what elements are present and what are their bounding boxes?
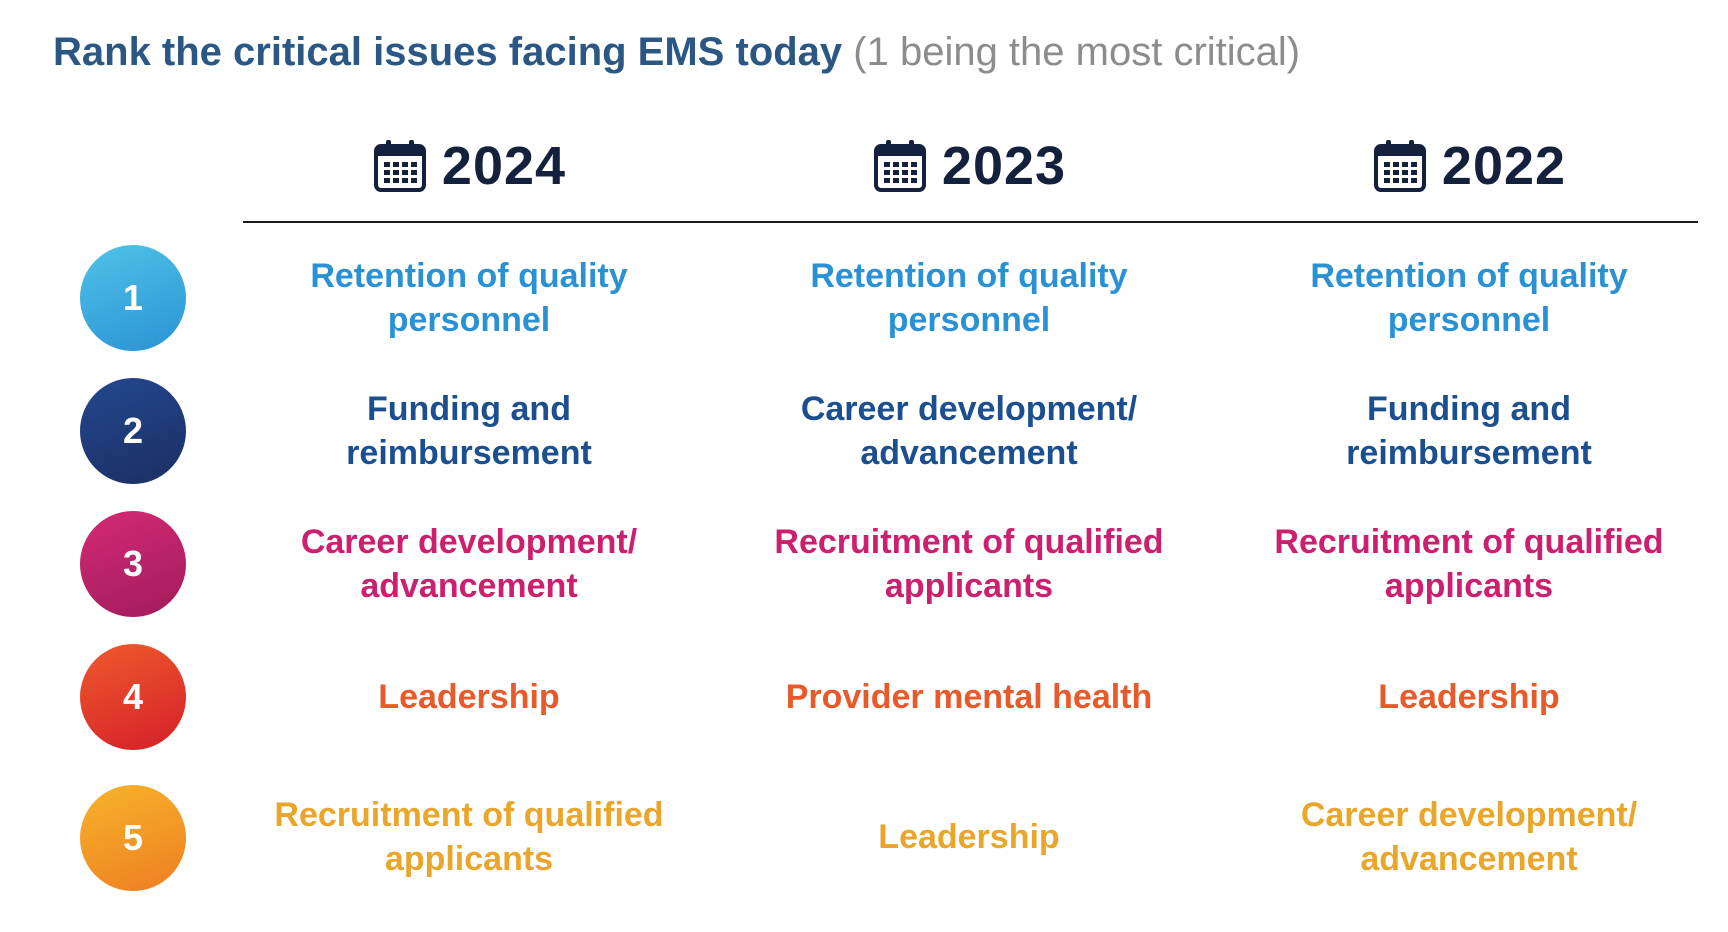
calendar-icon: [372, 138, 428, 194]
issue-cell: Leadership: [729, 782, 1209, 892]
issue-text: Career development/ advancement: [800, 390, 1138, 472]
issue-text: Funding and reimbursement: [346, 390, 592, 472]
issue-cell: Retention of quality personnel: [729, 243, 1209, 353]
issue-text: Provider mental health: [785, 678, 1153, 716]
title-subtitle: (1 being the most critical): [853, 30, 1301, 74]
issue-cell: Retention of quality personnel: [229, 243, 709, 353]
issue-text: Funding and reimbursement: [1346, 390, 1592, 472]
rank-badge-4: 4: [80, 644, 186, 750]
issue-text: Recruitment of qualified applicants: [274, 796, 664, 878]
issue-cell: Leadership: [229, 642, 709, 752]
year-label: 2023: [941, 136, 1067, 196]
year-label: 2022: [1441, 136, 1567, 196]
issue-cell: Funding and reimbursement: [1229, 376, 1709, 486]
calendar-icon: [872, 138, 928, 194]
page-title: Rank the critical issues facing EMS toda…: [53, 28, 1300, 76]
rank-badge-2: 2: [80, 378, 186, 484]
issue-cell: Provider mental health: [729, 642, 1209, 752]
rank-badge-3: 3: [80, 511, 186, 617]
issue-cell: Career development/ advancement: [1229, 782, 1709, 892]
title-main: Rank the critical issues facing EMS toda…: [53, 30, 843, 74]
issue-text: Leadership: [878, 818, 1060, 856]
issue-cell: Retention of quality personnel: [1229, 243, 1709, 353]
year-header-2024: 2024: [229, 134, 709, 198]
rank-badge-1: 1: [80, 245, 186, 351]
issue-cell: Career development/ advancement: [729, 376, 1209, 486]
rank-label: 1: [122, 277, 144, 318]
issue-text: Leadership: [1378, 678, 1560, 716]
issue-cell: Leadership: [1229, 642, 1709, 752]
rank-label: 4: [122, 676, 144, 717]
rank-label: 2: [122, 410, 144, 451]
issue-cell: Recruitment of qualified applicants: [1229, 509, 1709, 619]
issue-cell: Recruitment of qualified applicants: [229, 782, 709, 892]
issue-text: Recruitment of qualified applicants: [774, 523, 1164, 605]
issue-text: Recruitment of qualified applicants: [1274, 523, 1664, 605]
year-label: 2024: [441, 136, 567, 196]
year-header-2022: 2022: [1229, 134, 1709, 198]
issue-text: Career development/ advancement: [1300, 796, 1638, 878]
issue-text: Retention of quality personnel: [1310, 257, 1628, 339]
calendar-icon: [1372, 138, 1428, 194]
header-divider: [243, 221, 1698, 223]
issue-text: Leadership: [378, 678, 560, 716]
rank-label: 5: [122, 817, 144, 858]
issue-text: Career development/ advancement: [300, 523, 638, 605]
rank-badge-5: 5: [80, 785, 186, 891]
issue-cell: Recruitment of qualified applicants: [729, 509, 1209, 619]
year-header-2023: 2023: [729, 134, 1209, 198]
issue-text: Retention of quality personnel: [310, 257, 628, 339]
rank-label: 3: [122, 543, 144, 584]
issue-cell: Funding and reimbursement: [229, 376, 709, 486]
issue-text: Retention of quality personnel: [810, 257, 1128, 339]
issue-cell: Career development/ advancement: [229, 509, 709, 619]
